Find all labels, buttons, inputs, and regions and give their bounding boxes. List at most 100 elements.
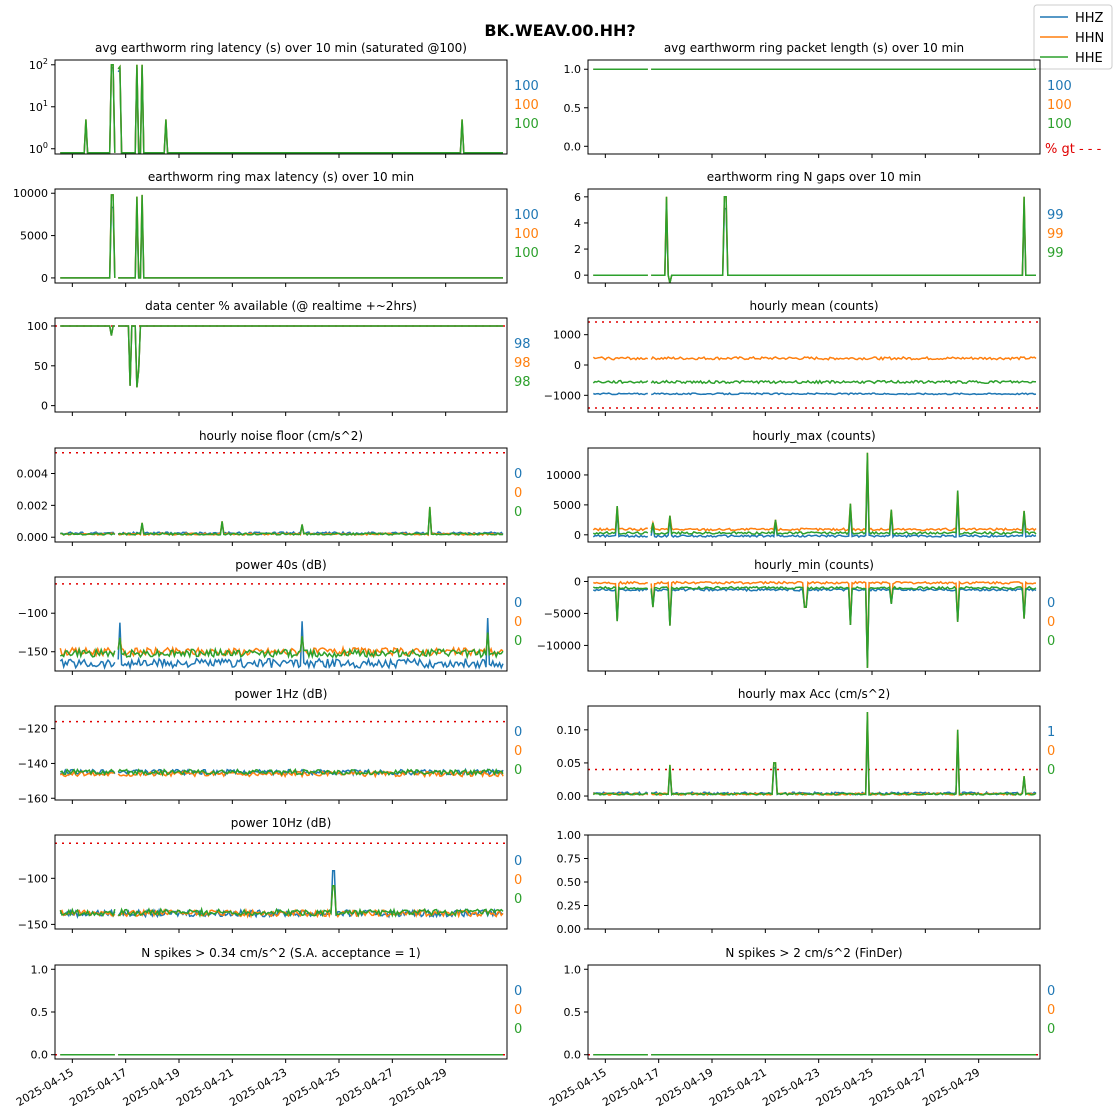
y-tick-label: 0.50 <box>557 876 582 889</box>
series-hhz <box>60 325 503 388</box>
pct-label-hhe: 98 <box>514 375 531 390</box>
panel-hourly_mean: hourly mean (counts) −1000 0 1000 <box>544 299 1041 416</box>
x-tick-label: 2025-04-17 <box>67 1066 129 1109</box>
panel-title: data center % available (@ realtime +~2h… <box>145 299 417 313</box>
pct-label-hhz: 100 <box>514 79 539 94</box>
pct-label-hhz: 1 <box>1047 725 1055 740</box>
pct-label-hhz: 100 <box>514 208 539 223</box>
y-tick-label: 0.004 <box>17 467 49 480</box>
panel-title: earthworm ring max latency (s) over 10 m… <box>148 170 414 184</box>
pct-label-hhe: 0 <box>514 892 522 907</box>
panel-avg_packet: avg earthworm ring packet length (s) ove… <box>564 41 1102 158</box>
y-tick-label: 0.05 <box>557 757 582 770</box>
x-tick-label: 2025-04-25 <box>281 1066 343 1109</box>
pct-label-hhe: 0 <box>514 1022 522 1037</box>
y-tick-label: 0.0 <box>31 1049 49 1062</box>
y-tick-label: −100 <box>18 607 48 620</box>
pct-label-hhz: 0 <box>1047 984 1055 999</box>
pct-label-hhn: 100 <box>1047 98 1072 113</box>
x-tick-label: 2025-04-19 <box>654 1066 716 1109</box>
pct-label-hhn: 99 <box>1047 227 1064 242</box>
y-tick-label: 0.5 <box>564 1006 582 1019</box>
axes-frame <box>587 576 1041 672</box>
y-tick-label: 6 <box>574 191 581 204</box>
series-hhn <box>592 355 1037 361</box>
series-hhe <box>60 64 503 154</box>
y-tick-label: 0.75 <box>557 853 582 866</box>
pct-gt-label: % gt - - - <box>1045 142 1102 157</box>
y-tick-label: −5000 <box>544 607 581 620</box>
panel-title: hourly_min (counts) <box>754 558 874 572</box>
panel-hourly_max: hourly_max (counts) 0 5000 10000 <box>546 429 1041 546</box>
panel-title: hourly noise floor (cm/s^2) <box>199 429 363 443</box>
axes-frame <box>54 317 508 413</box>
pct-label-hhz: 98 <box>514 337 531 352</box>
series-hhe <box>60 194 503 279</box>
series-hhz <box>592 586 1037 668</box>
y-tick-label: 0 <box>574 529 581 542</box>
x-tick-label: 2025-04-23 <box>227 1066 289 1109</box>
series-hhn <box>593 196 1036 284</box>
y-tick-label: −100 <box>18 872 48 885</box>
panel-title: hourly max Acc (cm/s^2) <box>738 687 890 701</box>
pct-label-hhe: 100 <box>514 117 539 132</box>
x-tick-label: 2025-04-17 <box>600 1066 662 1109</box>
panel-title: power 10Hz (dB) <box>231 816 332 830</box>
y-tick-label: −160 <box>18 792 48 805</box>
y-tick-label: 101 <box>29 99 48 114</box>
pct-label-hhe: 100 <box>514 246 539 261</box>
series-hhe <box>59 632 504 660</box>
axes-frame <box>587 705 1041 801</box>
y-tick-label: 0 <box>574 269 581 282</box>
pct-label-hhn: 0 <box>514 744 522 759</box>
y-tick-label: 0 <box>574 575 581 588</box>
pct-label-hhe: 0 <box>1047 1022 1055 1037</box>
x-tick-label: 2025-04-23 <box>760 1066 822 1109</box>
y-tick-label: 1.0 <box>31 963 49 976</box>
y-tick-label: 0.00 <box>557 923 582 936</box>
pct-label-hhz: 0 <box>1047 596 1055 611</box>
series-hhe <box>593 196 1036 284</box>
y-tick-label: 0.5 <box>564 102 582 115</box>
series-hhe <box>60 325 503 388</box>
x-tick-label: 2025-04-29 <box>920 1066 982 1109</box>
panel-empty: 0.00 0.25 0.50 0.75 1.00 <box>557 829 1041 936</box>
axes-frame <box>587 964 1041 1060</box>
y-tick-label: 4 <box>574 217 581 230</box>
series-hhz <box>593 392 1037 396</box>
y-tick-label: 0.10 <box>557 724 582 737</box>
pct-label-hhn: 0 <box>514 486 522 501</box>
axes-frame <box>587 59 1041 155</box>
x-tick-label: 2025-04-29 <box>387 1066 449 1109</box>
panel-power_40s: power 40s (dB) −100 −150 0 0 0 <box>18 558 522 675</box>
series-hhz <box>60 206 503 279</box>
pct-label-hhn: 100 <box>514 98 539 113</box>
y-tick-label: 0.002 <box>17 499 49 512</box>
pct-label-hhe: 0 <box>1047 763 1055 778</box>
series-hhz <box>593 724 1037 797</box>
pct-label-hhz: 0 <box>514 596 522 611</box>
series-hhn <box>593 580 1036 668</box>
series-hhn <box>592 452 1037 533</box>
y-tick-label: 0.5 <box>31 1006 49 1019</box>
y-tick-label: 0.25 <box>557 900 582 913</box>
panel-title: power 40s (dB) <box>235 558 326 572</box>
axes-frame <box>54 59 508 155</box>
pct-label-hhn: 0 <box>514 873 522 888</box>
panel-max_latency: earthworm ring max latency (s) over 10 m… <box>13 170 539 287</box>
panel-title: hourly_max (counts) <box>752 429 875 443</box>
y-tick-label: 100 <box>27 320 48 333</box>
pct-label-hhn: 98 <box>514 356 531 371</box>
panel-avg_latency: avg earthworm ring latency (s) over 10 m… <box>29 41 539 158</box>
y-tick-label: −120 <box>18 723 48 736</box>
y-tick-label: 0.000 <box>17 531 49 544</box>
series-hhe <box>59 767 504 777</box>
axes-frame <box>54 705 508 801</box>
figure-title: BK.WEAV.00.HH? <box>484 21 635 40</box>
series-hhe <box>592 585 1037 668</box>
pct-label-hhz: 100 <box>1047 79 1072 94</box>
y-tick-label: 1.00 <box>557 829 582 842</box>
y-tick-label: 10000 <box>546 469 581 482</box>
y-tick-label: 102 <box>29 57 48 72</box>
